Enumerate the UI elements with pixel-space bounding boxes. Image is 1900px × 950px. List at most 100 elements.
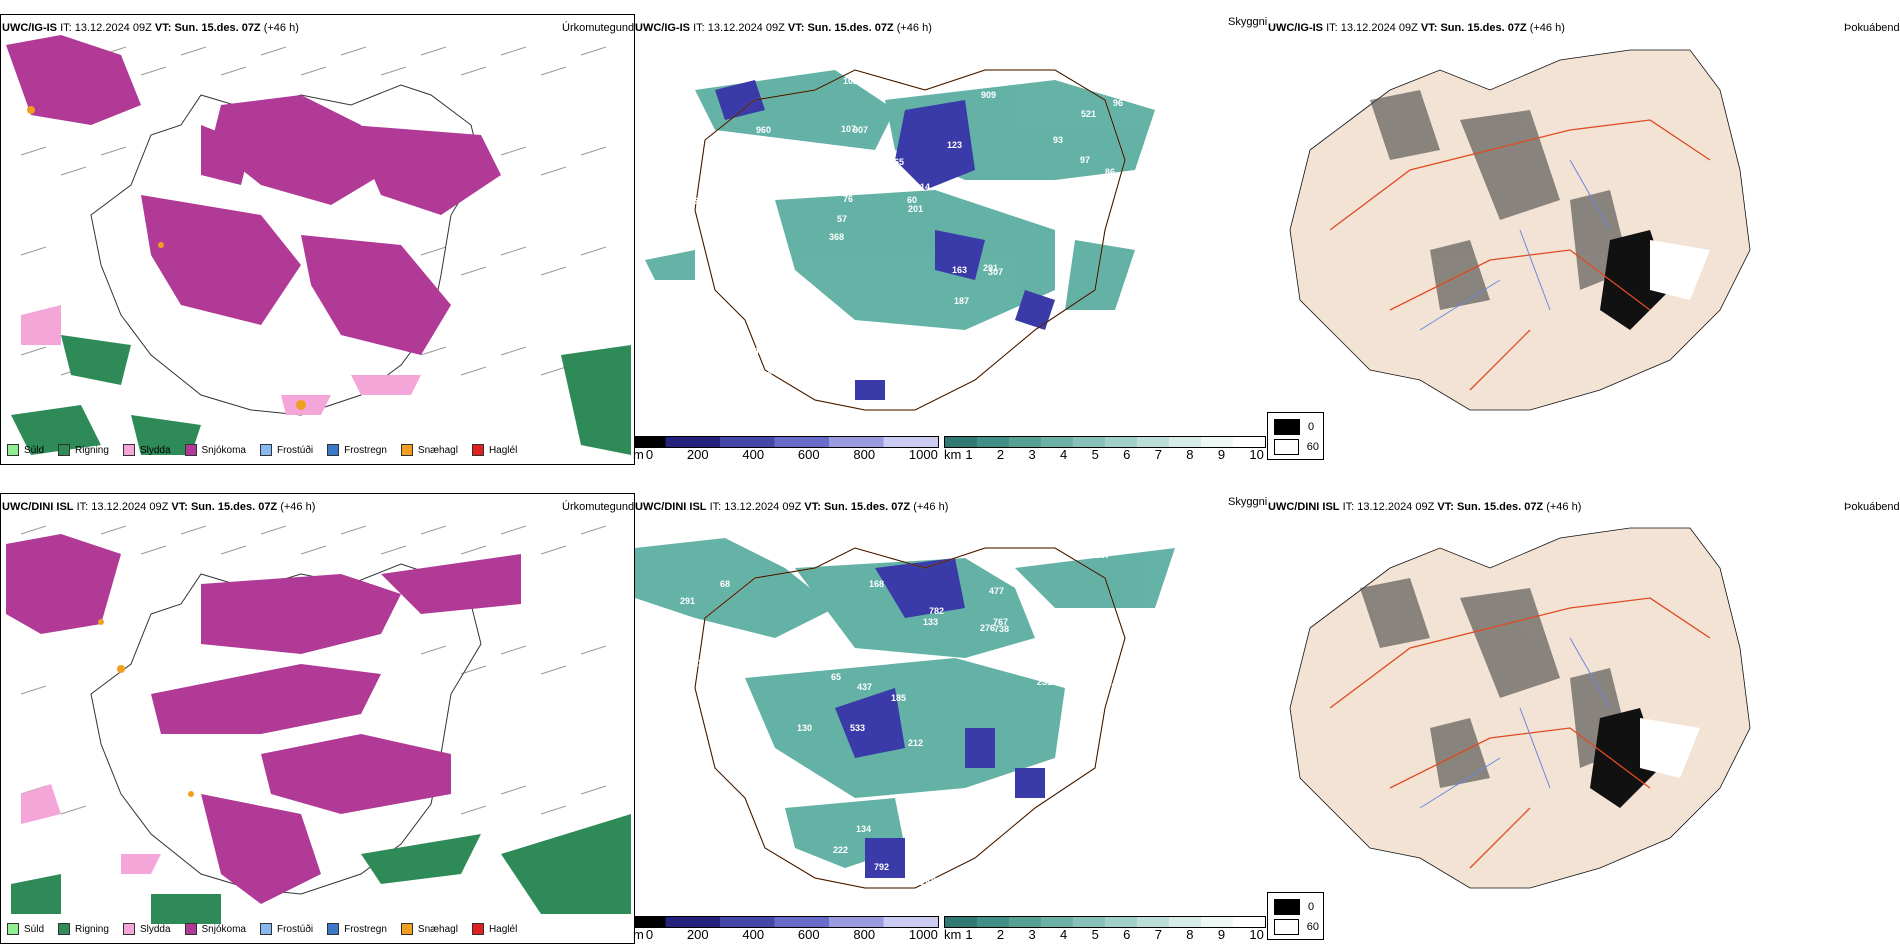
visibility-height-label: 437 bbox=[857, 682, 872, 692]
km-tick-label: 10 bbox=[1249, 447, 1264, 462]
fog-map-bottom bbox=[1289, 527, 1751, 889]
legend-item: Haglél bbox=[471, 444, 517, 456]
km-axis-bottom: km 1 2 3 4 5 6 7 8 9 10 bbox=[944, 927, 1264, 942]
km-tick-label: 4 bbox=[1060, 927, 1068, 942]
visibility-height-label: 272 bbox=[757, 370, 772, 380]
legend-label: Súld bbox=[24, 923, 45, 935]
coastline bbox=[694, 69, 1126, 411]
legend-swatch bbox=[471, 444, 484, 456]
fog-label-top: Þokuábendi bbox=[1844, 22, 1900, 34]
legend-label: Snjókoma bbox=[201, 444, 246, 456]
visibility-height-label: 123 bbox=[947, 140, 962, 150]
fog-rivers bbox=[1419, 159, 1611, 331]
legend-item: Snæhagl bbox=[400, 444, 458, 456]
visibility-height-label: 107 bbox=[841, 124, 856, 134]
legend-swatch bbox=[7, 923, 19, 935]
legend-label: Frostregn bbox=[344, 444, 387, 456]
visibility-height-label: 71 bbox=[1040, 827, 1050, 837]
km-tick-label: 8 bbox=[1186, 927, 1194, 942]
legend-label: Snæhagl bbox=[417, 923, 458, 935]
legend-swatch bbox=[58, 444, 71, 456]
visibility-height-label: 261 bbox=[914, 877, 929, 887]
m-tick-label: 1000 bbox=[908, 927, 938, 942]
visibility-height-label: 148 bbox=[669, 360, 684, 370]
km-tick-label: 9 bbox=[1217, 447, 1226, 462]
legend-label: Frostúði bbox=[276, 923, 314, 935]
visibility-low bbox=[835, 558, 1045, 878]
legend-item: Rigning bbox=[58, 444, 109, 456]
visibility-height-label: 314 bbox=[915, 182, 930, 192]
visibility-height-label: 128 bbox=[1035, 374, 1050, 384]
legend-label: Súld bbox=[24, 444, 45, 456]
visibility-height-label: 907 bbox=[853, 125, 868, 135]
visibility-height-label: 81 bbox=[961, 803, 971, 813]
legend-label: Rigning bbox=[75, 923, 109, 935]
m-tick-label: 200 bbox=[686, 927, 709, 942]
visibility-height-label: 364 bbox=[733, 179, 748, 189]
visibility-map-bottom: 899 477 342 533 212 249 291 276 494 133 185 405 256 1… bbox=[635, 538, 1175, 889]
coastline bbox=[694, 547, 1126, 889]
legend-label: Rigning bbox=[75, 444, 109, 456]
visibility-height-label: 168 bbox=[869, 579, 884, 589]
visibility-height-label: 97 bbox=[1080, 155, 1090, 165]
precip-type-legend: Súld Rigning Slydda Snjókoma Frostúði Frostre… bbox=[7, 923, 517, 935]
visibility-height-label: 83 bbox=[674, 382, 684, 392]
legend-label: Snjókoma bbox=[201, 923, 246, 935]
km-tick-label: 3 bbox=[1028, 927, 1036, 942]
legend-swatch bbox=[122, 444, 135, 456]
fog-panel-top bbox=[1270, 30, 1900, 450]
panel-title-precip-top: UWC/IG-IS IT: 13.12.2024 09Z VT: Sun. 15… bbox=[2, 22, 299, 34]
visibility-height-label: 291 bbox=[983, 263, 998, 273]
visibility-height-label: 909 bbox=[981, 90, 996, 100]
km-tick-label: 1 bbox=[965, 927, 973, 942]
visibility-height-label: 85 bbox=[1035, 665, 1045, 675]
km-axis-top: km 1 2 3 4 5 6 7 8 9 10 bbox=[944, 447, 1264, 462]
km-tick-label: 10 bbox=[1249, 927, 1264, 942]
visibility-height-label: 179 bbox=[804, 878, 819, 888]
sleet-areas bbox=[21, 784, 161, 874]
legend-item: Slydda bbox=[122, 923, 171, 935]
visibility-height-label: 207 bbox=[711, 673, 726, 683]
legend-swatch bbox=[58, 923, 71, 935]
visibility-height-label: 139 bbox=[688, 796, 703, 806]
km-tick-label: 3 bbox=[1028, 447, 1036, 462]
visibility-height-label: 494 bbox=[682, 729, 697, 739]
visibility-height-label: 331 bbox=[695, 121, 710, 131]
legend-label: Haglél bbox=[488, 923, 518, 935]
visibility-height-label: 960 bbox=[756, 125, 771, 135]
height-colorbar-bottom bbox=[634, 916, 939, 928]
visibility-height-label: 163 bbox=[952, 265, 967, 275]
legend-swatch bbox=[259, 444, 272, 456]
km-tick-label: 2 bbox=[996, 447, 1005, 462]
visibility-height-label: 183 bbox=[1067, 338, 1082, 348]
m-tick-label: 400 bbox=[742, 447, 765, 462]
visibility-height-label: 521 bbox=[1081, 109, 1096, 119]
visibility-height-label: 60 bbox=[907, 195, 917, 205]
km-tick-label: 7 bbox=[1154, 927, 1162, 942]
visibility-height-label: 133 bbox=[923, 617, 938, 627]
precip-type-panel-top: Súld Rigning Slydda Snjókoma Frostúði Frostre… bbox=[0, 14, 635, 465]
visibility-height-label: 767 bbox=[993, 617, 1008, 627]
m-tick-label: 400 bbox=[742, 927, 765, 942]
legend-item: Snjókoma bbox=[184, 923, 246, 935]
fog-panel-bottom bbox=[1270, 508, 1900, 928]
visibility-height-label: 782 bbox=[929, 606, 944, 616]
m-tick-label: 0 bbox=[645, 927, 654, 942]
visibility-height-label: 484 bbox=[744, 346, 759, 356]
visibility-height-label: 93 bbox=[838, 330, 848, 340]
fog-rivers bbox=[1419, 637, 1611, 809]
precip-type-label-bottom: Úrkomutegund bbox=[562, 501, 635, 513]
panel-title-visibility-bottom: UWC/DINI ISL IT: 13.12.2024 09Z VT: Sun.… bbox=[635, 501, 949, 513]
visibility-height-label: 115 bbox=[700, 846, 715, 856]
visibility-height-label: 185 bbox=[891, 693, 906, 703]
visibility-height-label: 695 bbox=[723, 793, 738, 803]
legend-item: Súld bbox=[7, 444, 44, 456]
legend-swatch bbox=[471, 923, 484, 935]
visibility-height-label: 143 bbox=[1124, 185, 1139, 195]
legend-item: Snæhagl bbox=[400, 923, 458, 935]
precip-map-top bbox=[6, 35, 631, 455]
rain-areas bbox=[11, 335, 631, 455]
legend-swatch bbox=[122, 923, 135, 935]
legend-swatch bbox=[7, 444, 19, 456]
m-tick-label: 0 bbox=[645, 447, 654, 462]
